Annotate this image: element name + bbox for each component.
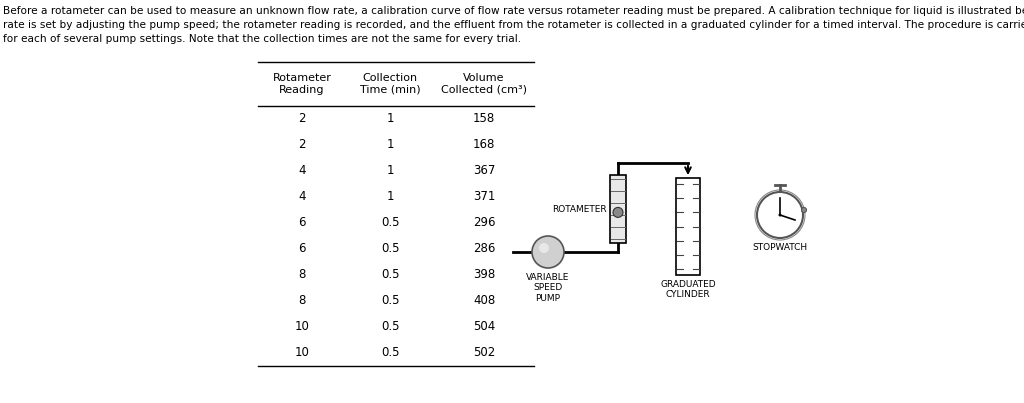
Text: 296: 296 xyxy=(473,216,496,229)
Text: 10: 10 xyxy=(295,347,309,359)
Text: 4: 4 xyxy=(298,164,306,177)
Text: 0.5: 0.5 xyxy=(381,216,399,229)
Circle shape xyxy=(539,243,549,253)
Circle shape xyxy=(802,208,807,212)
Text: for each of several pump settings. Note that the collection times are not the sa: for each of several pump settings. Note … xyxy=(3,34,521,44)
Circle shape xyxy=(757,192,803,238)
FancyBboxPatch shape xyxy=(676,178,700,275)
Circle shape xyxy=(778,214,781,216)
Text: Before a rotameter can be used to measure an unknown flow rate, a calibration cu: Before a rotameter can be used to measur… xyxy=(3,6,1024,16)
Text: 408: 408 xyxy=(473,295,496,307)
Text: 168: 168 xyxy=(473,139,496,152)
Text: 367: 367 xyxy=(473,164,496,177)
Text: 4: 4 xyxy=(298,191,306,204)
Text: 1: 1 xyxy=(386,139,394,152)
Text: 0.5: 0.5 xyxy=(381,347,399,359)
Text: rate is set by adjusting the pump speed; the rotameter reading is recorded, and : rate is set by adjusting the pump speed;… xyxy=(3,20,1024,30)
Text: 0.5: 0.5 xyxy=(381,295,399,307)
Text: Rotameter
Reading: Rotameter Reading xyxy=(272,73,332,95)
Text: 6: 6 xyxy=(298,216,306,229)
Text: 286: 286 xyxy=(473,243,496,256)
Text: 6: 6 xyxy=(298,243,306,256)
Text: 371: 371 xyxy=(473,191,496,204)
Text: GRADUATED
CYLINDER: GRADUATED CYLINDER xyxy=(660,280,716,299)
Text: 1: 1 xyxy=(386,191,394,204)
Text: 502: 502 xyxy=(473,347,496,359)
Circle shape xyxy=(532,236,564,268)
Text: 0.5: 0.5 xyxy=(381,268,399,282)
Text: Volume
Collected (cm³): Volume Collected (cm³) xyxy=(441,73,527,95)
Text: 158: 158 xyxy=(473,112,496,125)
Text: ROTAMETER: ROTAMETER xyxy=(552,204,607,214)
Circle shape xyxy=(613,208,623,217)
Text: 1: 1 xyxy=(386,164,394,177)
Text: 0.5: 0.5 xyxy=(381,243,399,256)
Text: 1: 1 xyxy=(386,112,394,125)
Text: 398: 398 xyxy=(473,268,496,282)
FancyBboxPatch shape xyxy=(610,175,626,243)
Text: 2: 2 xyxy=(298,112,306,125)
Text: 8: 8 xyxy=(298,295,306,307)
Text: 504: 504 xyxy=(473,320,496,334)
Text: 8: 8 xyxy=(298,268,306,282)
Text: 10: 10 xyxy=(295,320,309,334)
Text: STOPWATCH: STOPWATCH xyxy=(753,243,808,252)
Text: VARIABLE
SPEED
PUMP: VARIABLE SPEED PUMP xyxy=(526,273,569,303)
Text: Collection
Time (min): Collection Time (min) xyxy=(359,73,420,95)
Text: 2: 2 xyxy=(298,139,306,152)
Text: 0.5: 0.5 xyxy=(381,320,399,334)
